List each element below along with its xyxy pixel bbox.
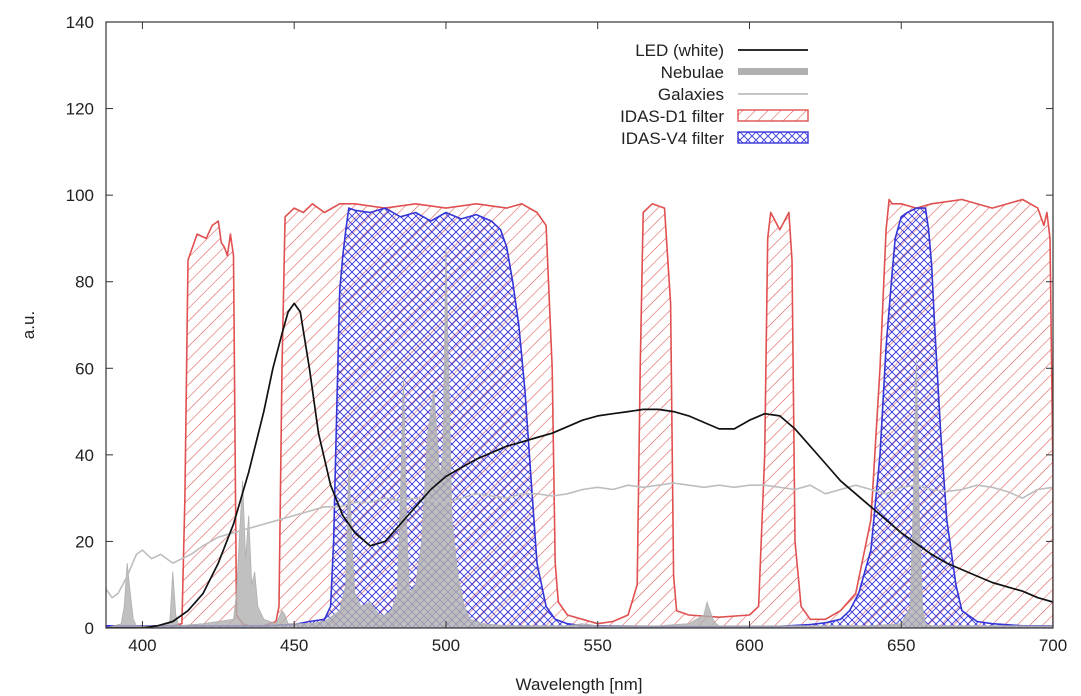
series-nebulae — [106, 247, 1053, 628]
series-led-white — [106, 302, 1053, 628]
x-tick-label: 500 — [432, 636, 460, 655]
legend-idas-v4-filter-swatch — [737, 131, 809, 144]
legend: LED (white) Nebulae Galaxies IDAS-D1 filter… — [620, 41, 809, 148]
legend-idas-d1-filter-swatch — [737, 109, 809, 122]
series-galaxies — [106, 482, 1053, 599]
x-tick-label: 400 — [128, 636, 156, 655]
legend-nebulae-label: Nebulae — [661, 63, 724, 82]
legend-idas-d1-filter-label: IDAS-D1 filter — [620, 107, 724, 126]
legend-nebulae-swatch — [738, 68, 808, 75]
x-axis-label: Wavelength [nm] — [516, 675, 643, 694]
y-tick-label: 40 — [75, 446, 94, 465]
plot-frame — [105, 21, 1054, 629]
y-tick-label: 80 — [75, 273, 94, 292]
y-tick-label: 0 — [85, 619, 94, 638]
series-idas-v4-filter — [106, 207, 1053, 628]
x-tick-label: 450 — [280, 636, 308, 655]
y-axis-label: a.u. — [19, 311, 38, 339]
x-tick-label: 650 — [887, 636, 915, 655]
y-tick-label: 20 — [75, 532, 94, 551]
y-tick-label: 60 — [75, 359, 94, 378]
legend-idas-v4-filter-label: IDAS-V4 filter — [621, 129, 724, 148]
y-tick-label: 120 — [66, 100, 94, 119]
y-tick-label: 140 — [66, 13, 94, 32]
y-tick-label: 100 — [66, 186, 94, 205]
x-tick-label: 700 — [1039, 636, 1067, 655]
legend-led-white-label: LED (white) — [635, 41, 724, 60]
x-tick-label: 550 — [584, 636, 612, 655]
legend-galaxies-label: Galaxies — [658, 85, 724, 104]
x-tick-label: 600 — [735, 636, 763, 655]
